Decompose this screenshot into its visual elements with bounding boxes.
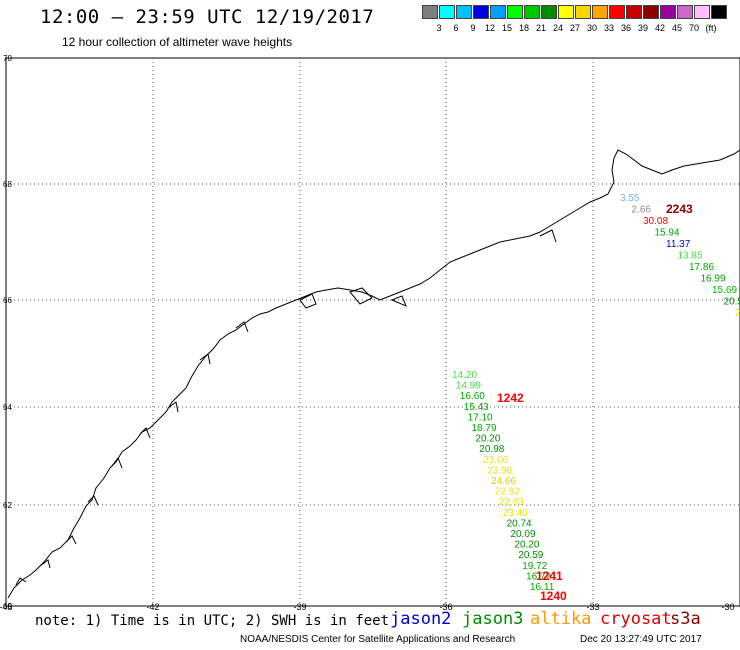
wave-height-label: 20.5 xyxy=(724,297,740,308)
x-tick-label: -33 xyxy=(586,602,599,612)
color-scale-label: 6 xyxy=(453,23,459,33)
color-scale-label: 36 xyxy=(620,23,632,33)
y-tick-label: 64 xyxy=(3,403,12,412)
color-swatch xyxy=(660,5,676,19)
wave-height-label: 19.72 xyxy=(522,561,547,572)
color-swatch xyxy=(507,5,523,19)
wave-height-label: 16.60 xyxy=(460,391,485,402)
page-subtitle: 12 hour collection of altimeter wave hei… xyxy=(62,35,293,49)
wave-height-label: 23.98 xyxy=(487,465,512,476)
color-swatch xyxy=(524,5,540,19)
satellite-legend-altika: altika xyxy=(530,609,592,629)
color-scale-label: (ft) xyxy=(705,23,717,33)
color-swatch xyxy=(575,5,591,19)
wave-height-label: 20.74 xyxy=(507,518,532,529)
y-tick-label: 66 xyxy=(3,296,12,305)
wave-height-label: 30.08 xyxy=(643,216,668,227)
color-swatch xyxy=(473,5,489,19)
footer-note: note: 1) Time is in UTC; 2) SWH is in fe… xyxy=(35,613,390,629)
color-scale-label: 70 xyxy=(688,23,700,33)
color-swatch xyxy=(490,5,506,19)
wave-height-label: 15.69 xyxy=(712,285,737,296)
wave-height-label: 20.20 xyxy=(514,540,539,551)
wave-height-label: 17.10 xyxy=(468,412,493,423)
color-scale-label: 21 xyxy=(535,23,547,33)
wave-height-label: 14.20 xyxy=(452,370,477,381)
wave-height-label: 20.20 xyxy=(475,434,500,445)
y-tick-label: 70 xyxy=(3,54,12,63)
wave-height-label: 20.98 xyxy=(479,444,504,455)
color-swatch xyxy=(626,5,642,19)
wave-height-label: 17.86 xyxy=(689,262,714,273)
wave-height-label: 20.59 xyxy=(518,550,543,561)
color-scale-label: 12 xyxy=(484,23,496,33)
color-scale-label: 30 xyxy=(586,23,598,33)
wave-height-label: 16.72 xyxy=(526,571,551,582)
wave-height-label: 23.06 xyxy=(483,455,508,466)
color-scale-label: 33 xyxy=(603,23,615,33)
wave-height-label: 13.85 xyxy=(678,251,703,262)
color-swatch xyxy=(422,5,438,19)
wave-height-label: 15.43 xyxy=(464,402,489,413)
y-tick-label: 62 xyxy=(3,501,12,510)
wave-height-label: 11.37 xyxy=(666,239,691,250)
color-scale-label: 45 xyxy=(671,23,683,33)
color-swatch xyxy=(558,5,574,19)
color-swatch xyxy=(694,5,710,19)
color-scale xyxy=(422,5,728,19)
satellite-legend-jason2: jason2 xyxy=(390,609,452,629)
wave-height-label: 18.79 xyxy=(472,423,497,434)
wave-height-label: 15.94 xyxy=(655,228,680,239)
x-tick-label: -36 xyxy=(439,602,452,612)
color-scale-label: 18 xyxy=(518,23,530,33)
wave-height-label: 2 xyxy=(735,308,740,319)
wave-height-label: 24.66 xyxy=(491,476,516,487)
wave-height-label: 14.99 xyxy=(456,381,481,392)
pass-time-label: 1242 xyxy=(497,391,524,405)
wave-height-label: 20.09 xyxy=(511,529,536,540)
color-swatch xyxy=(592,5,608,19)
color-swatch xyxy=(609,5,625,19)
color-scale-label: 24 xyxy=(552,23,564,33)
pass-time-label: 2243 xyxy=(666,202,693,216)
wave-height-label: 16.99 xyxy=(701,274,726,285)
page-title: 12:00 – 23:59 UTC 12/19/2017 xyxy=(40,6,375,28)
wave-height-label: 2.66 xyxy=(632,205,652,216)
credit-text: NOAA/NESDIS Center for Satellite Applica… xyxy=(240,634,516,645)
x-tick-label: -39 xyxy=(293,602,306,612)
wave-height-label: 22.93 xyxy=(499,497,524,508)
color-scale-label: 27 xyxy=(569,23,581,33)
color-swatch xyxy=(541,5,557,19)
x-tick-label: -45 xyxy=(0,602,13,612)
color-swatch xyxy=(456,5,472,19)
color-scale-label: 9 xyxy=(470,23,476,33)
color-scale-label: 39 xyxy=(637,23,649,33)
y-tick-label: 68 xyxy=(3,180,12,189)
wave-height-label: 16.11 xyxy=(530,582,555,593)
x-tick-label: -30 xyxy=(721,602,734,612)
timestamp-text: Dec 20 13:27:49 UTC 2017 xyxy=(580,634,702,645)
color-scale-label: 3 xyxy=(436,23,442,33)
pass-time-label: 1241 xyxy=(536,569,563,583)
coastline-islands xyxy=(15,229,557,586)
greenland-coastline xyxy=(7,149,740,599)
color-swatch xyxy=(439,5,455,19)
y-tick-label: 60 xyxy=(3,602,12,611)
satellite-legend-cryosat: cryosat xyxy=(600,609,672,629)
satellite-legend-jason3: jason3 xyxy=(462,609,524,629)
color-swatch xyxy=(643,5,659,19)
x-tick-label: -42 xyxy=(146,602,159,612)
wave-height-label: 23.40 xyxy=(503,508,528,519)
wave-height-label: 3.55 xyxy=(620,193,640,204)
wave-height-label: 22.92 xyxy=(495,487,520,498)
pass-time-label: 1240 xyxy=(540,589,567,603)
color-scale-label: 15 xyxy=(501,23,513,33)
color-scale-label: 42 xyxy=(654,23,666,33)
color-swatch xyxy=(711,5,727,19)
satellite-legend-s3a: s3a xyxy=(670,609,701,629)
color-swatch xyxy=(677,5,693,19)
